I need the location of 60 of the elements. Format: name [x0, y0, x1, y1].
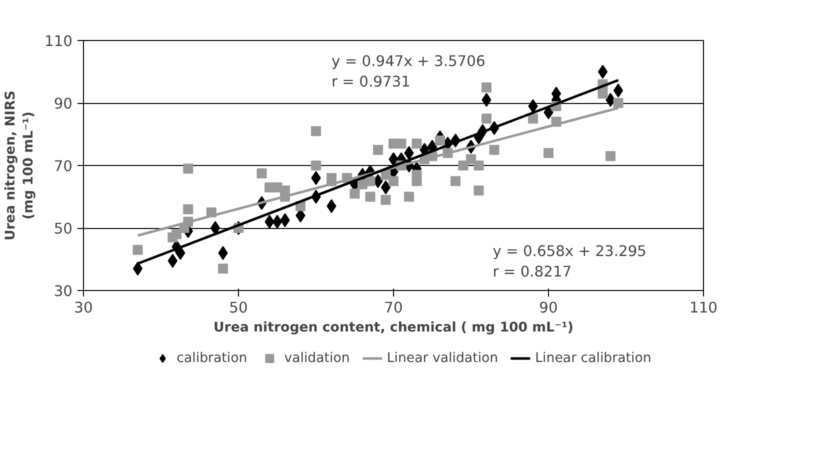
point [613, 84, 624, 98]
point [489, 144, 500, 155]
point [311, 160, 321, 170]
point [380, 194, 391, 205]
point [132, 244, 143, 255]
point [365, 176, 376, 186]
point [404, 146, 414, 160]
point [183, 164, 194, 174]
point [311, 171, 321, 185]
point [396, 138, 406, 149]
legend-label: Linear validation [386, 350, 498, 366]
x-tick-label: 30 [74, 300, 93, 316]
point [176, 246, 186, 260]
point [132, 262, 143, 276]
point [183, 204, 194, 214]
x-tick-label: 70 [384, 300, 403, 316]
point [482, 114, 492, 124]
x-tick-label: 50 [229, 300, 248, 316]
point [458, 160, 468, 170]
y-tick-label: 50 [54, 220, 73, 238]
legend-label: calibration [176, 350, 248, 366]
point [388, 176, 398, 186]
point [373, 144, 383, 155]
point [613, 98, 624, 108]
x-tick-label: 110 [690, 300, 718, 316]
point [450, 176, 460, 186]
point [544, 148, 554, 158]
point [172, 229, 182, 240]
x-tick-label: 90 [539, 300, 558, 316]
point [412, 138, 422, 149]
annotation: y = 0.947x + 3.5706 r = 0.9731 [332, 53, 486, 90]
legend-label: Linear calibration [535, 350, 652, 366]
point [412, 176, 422, 186]
y-tick-label: 70 [54, 158, 73, 175]
point [528, 114, 538, 124]
legend-label: validation [284, 350, 350, 366]
point [474, 160, 484, 170]
y-tick-label: 110 [44, 33, 73, 50]
y-tick-label: 90 [54, 96, 73, 112]
point [598, 88, 608, 99]
point [311, 126, 321, 136]
x-axis-title: Urea nitrogen content, chemical ( mg 100 mL⁻¹) [213, 320, 574, 336]
point [404, 192, 414, 202]
point [474, 186, 484, 196]
point [435, 136, 445, 146]
point [350, 188, 360, 199]
point [598, 64, 608, 79]
point [218, 264, 228, 274]
y-tick-label: 30 [54, 283, 73, 300]
y-axis-title: Urea nitrogen, NIRS (mg 100 mL⁻¹) [4, 90, 37, 240]
point [606, 151, 616, 162]
point [365, 192, 376, 202]
point [256, 168, 267, 178]
point [272, 214, 282, 229]
point [210, 221, 220, 235]
point [380, 180, 391, 194]
annotation: y = 0.658x + 23.295 r = 0.8217 [492, 243, 646, 280]
point [466, 154, 476, 164]
point [482, 82, 492, 92]
point [218, 246, 228, 260]
